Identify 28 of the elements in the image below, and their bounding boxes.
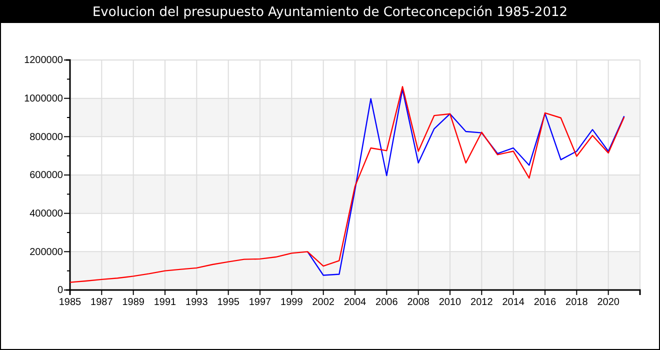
y-tick-label: 1200000 — [24, 55, 64, 66]
x-tick-label: 2018 — [566, 297, 588, 308]
x-tick-label: 2016 — [534, 297, 557, 308]
y-tick-label: 800000 — [30, 132, 64, 143]
x-tick-label: 1987 — [90, 297, 114, 308]
x-tick-label: 1989 — [122, 297, 145, 308]
x-tick-label: 2020 — [597, 297, 620, 308]
y-tick-label: 200000 — [30, 246, 64, 258]
x-tick-label: 1991 — [154, 297, 177, 308]
x-tick-label: 1997 — [248, 297, 272, 308]
x-tick-label: 1995 — [217, 297, 240, 308]
y-tick-label: 0 — [57, 285, 64, 296]
x-tick-label: 2002 — [312, 297, 335, 308]
y-tick-label: 600000 — [30, 170, 64, 182]
y-tick-label: 1000000 — [24, 94, 64, 105]
x-tick-label: 1985 — [58, 297, 82, 308]
chart-title: Evolucion del presupuesto Ayuntamiento de Corteconcepción 1985-2012 — [92, 5, 568, 20]
line-series — [69, 86, 625, 283]
x-tick-label: 2010 — [438, 297, 462, 308]
y-tick-label: 400000 — [30, 208, 64, 220]
x-tick-label: 2014 — [502, 297, 525, 308]
x-tick-label: 2004 — [344, 297, 367, 308]
x-tick-label: 1993 — [186, 297, 208, 308]
line-series — [306, 88, 625, 276]
x-tick-label: 1999 — [280, 297, 304, 308]
x-tick-label: 2006 — [376, 297, 398, 308]
x-tick-label: 2008 — [407, 297, 430, 308]
x-tick-label: 2012 — [470, 297, 494, 308]
